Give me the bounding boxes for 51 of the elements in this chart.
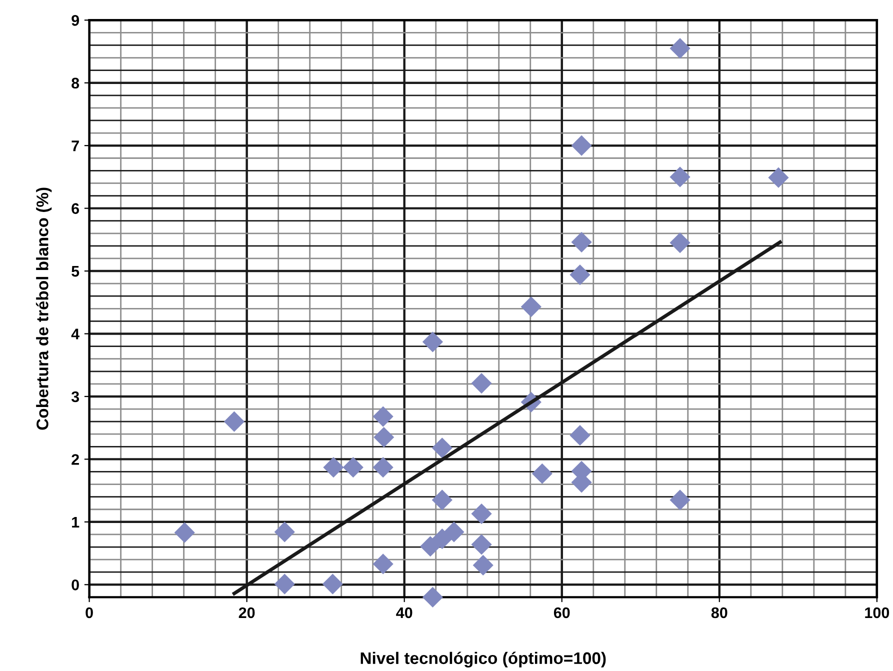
point [432, 528, 452, 550]
point [444, 522, 464, 542]
y-tick-label: 5 [72, 266, 80, 277]
point [471, 534, 492, 555]
y-tick-label: 7 [72, 140, 79, 152]
point [372, 554, 394, 574]
point [670, 490, 690, 510]
point [571, 232, 592, 252]
y-tick-label: 6 [72, 203, 80, 214]
point [520, 296, 542, 318]
y-tick-label: 9 [72, 15, 80, 26]
point [420, 536, 441, 557]
point [374, 426, 394, 448]
y-tick-label: 4 [71, 328, 80, 340]
point [372, 457, 394, 478]
point [670, 38, 690, 59]
point [323, 457, 344, 478]
y-tick-label: 8 [72, 78, 80, 89]
point [224, 411, 245, 432]
point [570, 425, 590, 446]
y-axis-title: Cobertura de trébol blanco (%) [36, 188, 52, 430]
point [471, 503, 492, 524]
point [174, 522, 195, 543]
point [322, 574, 343, 594]
x-tick-label: 100 [865, 607, 890, 618]
point [274, 522, 295, 542]
x-tick-label: 60 [554, 607, 570, 618]
point [342, 457, 364, 478]
point [670, 232, 690, 254]
y-tick-label: 0 [72, 580, 79, 590]
x-axis-title: Nivel tecnológico (óptimo=100) [360, 652, 606, 668]
point [274, 574, 295, 594]
point [532, 463, 552, 484]
y-tick-label: 3 [71, 391, 80, 402]
point [571, 135, 592, 156]
y-tick-label: 1 [72, 516, 80, 528]
point [372, 406, 394, 427]
x-tick-label: 80 [711, 607, 728, 618]
point [432, 438, 452, 458]
point [432, 490, 452, 510]
point [768, 167, 789, 188]
point [570, 264, 590, 286]
x-tick-label: 20 [238, 607, 255, 618]
point [670, 166, 690, 188]
x-tick-label: 40 [396, 607, 412, 618]
point [472, 554, 494, 576]
point [422, 586, 444, 608]
point [422, 332, 444, 352]
x-tick-label: 0 [86, 607, 93, 618]
y-tick-label: 2 [72, 454, 79, 465]
point [471, 373, 492, 394]
